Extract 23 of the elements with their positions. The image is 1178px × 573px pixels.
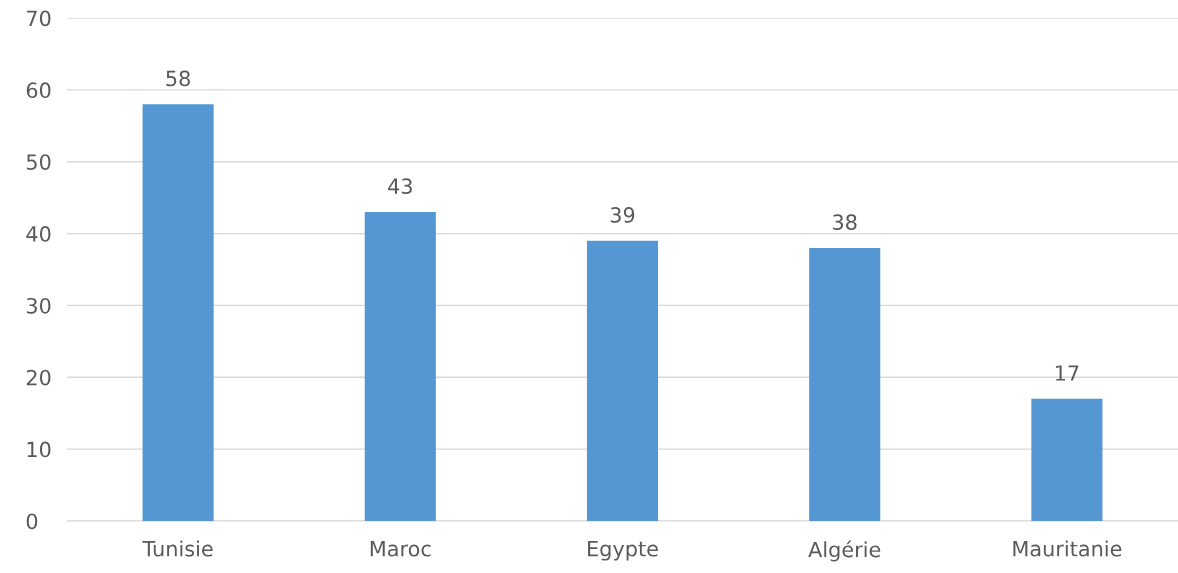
x-tick-label: Tunisie bbox=[142, 540, 213, 557]
x-tick-label: Maroc bbox=[370, 541, 431, 557]
data-label: 39 bbox=[610, 207, 635, 223]
y-tick-label: 70 bbox=[27, 10, 51, 27]
data-label: 58 bbox=[166, 70, 190, 87]
data-label: 17 bbox=[1055, 365, 1079, 381]
y-tick-label: 0 bbox=[26, 513, 38, 530]
y-tick-label: 30 bbox=[26, 297, 51, 314]
y-tick-label: 40 bbox=[26, 226, 51, 242]
bar bbox=[809, 247, 881, 521]
y-tick-label: 50 bbox=[26, 154, 51, 170]
bar bbox=[364, 212, 436, 521]
y-tick-label: 60 bbox=[26, 82, 51, 99]
x-tick-label: Egypte bbox=[588, 541, 658, 561]
x-tick-label: Algérie bbox=[808, 540, 881, 562]
data-label: 43 bbox=[388, 178, 412, 195]
x-tick-label: Mauritanie bbox=[1013, 540, 1122, 557]
bar bbox=[142, 104, 214, 521]
bar bbox=[1031, 398, 1103, 521]
y-tick-label: 20 bbox=[26, 369, 51, 386]
bar bbox=[586, 240, 659, 521]
data-label: 38 bbox=[833, 214, 857, 231]
y-tick-label: 10 bbox=[27, 441, 51, 458]
